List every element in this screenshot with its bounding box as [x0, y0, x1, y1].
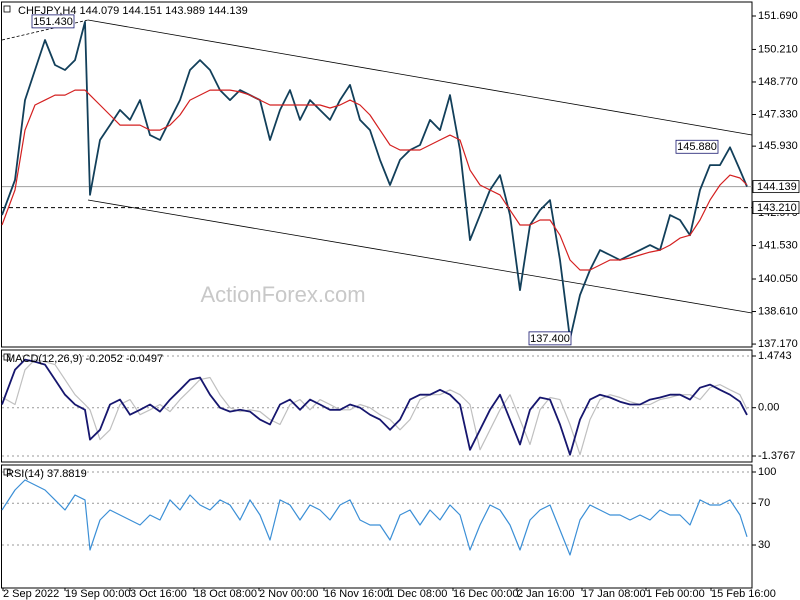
- y-tick-label: 70: [758, 497, 770, 509]
- annotation-box: [31, 14, 75, 29]
- y-tick-label: 100: [758, 466, 776, 478]
- annotation-label: 151.430: [33, 16, 73, 28]
- panel-frame: [1, 1, 753, 348]
- x-tick-label: 2 Nov 00:00: [259, 588, 318, 600]
- y-tick-label: 0.00: [758, 402, 779, 414]
- y-tick-label: 150.210: [758, 43, 798, 55]
- annotation-label: 145.880: [677, 141, 717, 153]
- channel-line: [87, 199, 753, 314]
- annotation-box: [675, 139, 719, 154]
- title-icon: [3, 353, 11, 361]
- panel-title: RSI(14) 37.8819: [6, 468, 87, 480]
- channel-line: [87, 19, 753, 136]
- y-tick-label: 141.530: [758, 239, 798, 251]
- level-label: 143.210: [757, 202, 797, 214]
- level-label-box: [752, 201, 800, 214]
- x-tick-label: 16 Nov 16:00: [324, 588, 389, 600]
- x-tick-label: 18 Oct 08:00: [194, 588, 257, 600]
- x-tick-label: 1 Feb 00:00: [646, 588, 705, 600]
- title-icon: [3, 5, 11, 13]
- x-tick-label: 3 Oct 16:00: [130, 588, 187, 600]
- y-tick-label: 147.330: [758, 108, 798, 120]
- x-tick-label: 2 Sep 2022: [3, 588, 59, 600]
- level-label-box: [752, 180, 800, 194]
- x-tick-label: 19 Sep 00:00: [65, 588, 130, 600]
- x-tick-label: 17 Jan 08:00: [582, 588, 646, 600]
- x-tick-label: 15 Feb 16:00: [711, 588, 776, 600]
- y-tick-label: 30: [758, 539, 770, 551]
- series-line: [1, 479, 748, 556]
- x-tick-label: 2 Jan 16:00: [517, 588, 575, 600]
- series-line: [1, 359, 748, 456]
- y-tick-label: -1.3767: [758, 450, 795, 462]
- panel-title: CHFJPY,H4 144.079 144.151 143.989 144.13…: [18, 5, 248, 17]
- panel-frame: [1, 349, 753, 463]
- title-icon: [3, 468, 11, 476]
- level-label: 144.139: [757, 181, 797, 193]
- series-line: [1, 89, 748, 271]
- series-line: [1, 358, 748, 456]
- y-tick-label: 138.610: [758, 305, 798, 317]
- y-tick-label: 145.930: [758, 140, 798, 152]
- watermark: ActionForex.com: [200, 282, 365, 307]
- annotation-label: 137.400: [530, 333, 570, 345]
- panel-frame: [1, 464, 753, 589]
- y-tick-label: 148.770: [758, 76, 798, 88]
- annotation-box: [528, 331, 572, 346]
- y-tick-label: 140.050: [758, 273, 798, 285]
- x-tick-label: 1 Dec 08:00: [388, 588, 447, 600]
- y-tick-label: 1.4743: [758, 350, 792, 362]
- y-tick-label: 137.170: [758, 338, 798, 350]
- x-tick-label: 16 Dec 00:00: [453, 588, 518, 600]
- series-line: [1, 21, 748, 340]
- y-tick-label: 151.690: [758, 10, 798, 22]
- panel-title: MACD(12,26,9) -0.2052 -0.0497: [6, 353, 163, 365]
